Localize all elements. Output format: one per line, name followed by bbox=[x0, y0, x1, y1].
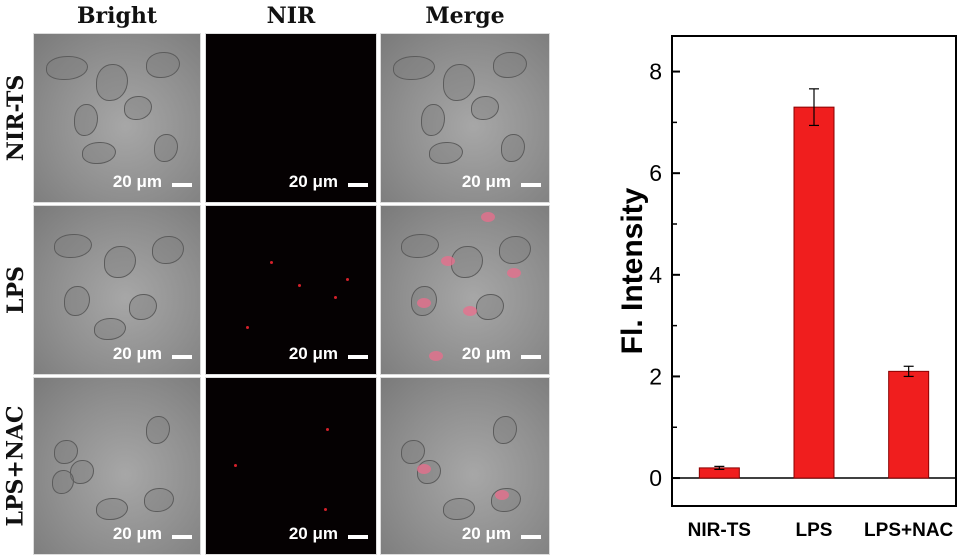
scale-bar-label: 20 μm bbox=[461, 524, 511, 543]
y-tick-label: 6 bbox=[649, 160, 662, 186]
y-tick-label: 8 bbox=[649, 59, 662, 85]
column-header-nir: NIR bbox=[266, 3, 316, 29]
micrograph-nir-nir-ts: 20 μm bbox=[205, 33, 377, 203]
scale-bar bbox=[172, 355, 192, 359]
scale-bar-label: 20 μm bbox=[461, 172, 511, 191]
column-header-bright: Bright bbox=[76, 3, 158, 29]
scale-bar bbox=[521, 535, 541, 539]
micrograph-merge-lps-nac: 20 μm bbox=[380, 377, 550, 555]
row-header-nir-ts: NIR-TS bbox=[3, 74, 29, 162]
scale-bar bbox=[172, 535, 192, 539]
micrograph-bright-nir-ts: 20 μm bbox=[33, 33, 201, 203]
scale-bar bbox=[348, 535, 368, 539]
scale-bar bbox=[348, 355, 368, 359]
scale-bar-label: 20 μm bbox=[288, 344, 338, 363]
x-tick-label: LPS+NAC bbox=[864, 520, 953, 541]
y-tick-label: 0 bbox=[649, 465, 662, 491]
micrograph-nir-lps: 20 μm bbox=[205, 205, 377, 375]
micrograph-bright-lps: 20 μm bbox=[33, 205, 201, 375]
scale-bar-label: 20 μm bbox=[112, 344, 162, 363]
y-axis-label: Fl. Intensity bbox=[616, 187, 649, 354]
column-header-merge: Merge bbox=[425, 3, 505, 29]
bar-lps-nac bbox=[888, 370, 930, 479]
scale-bar-label: 20 μm bbox=[288, 172, 338, 191]
bar-lps bbox=[793, 106, 835, 479]
plot-frame bbox=[671, 35, 957, 507]
scale-bar-label: 20 μm bbox=[112, 524, 162, 543]
micrograph-nir-lps-nac: 20 μm bbox=[205, 377, 377, 555]
x-tick-label: NIR-TS bbox=[688, 520, 751, 541]
micrograph-merge-nir-ts: 20 μm bbox=[380, 33, 550, 203]
scale-bar-label: 20 μm bbox=[461, 344, 511, 363]
micrograph-merge-lps: 20 μm bbox=[380, 205, 550, 375]
scale-bar bbox=[521, 183, 541, 187]
scale-bar-label: 20 μm bbox=[288, 524, 338, 543]
scale-bar bbox=[521, 355, 541, 359]
y-tick-label: 2 bbox=[649, 363, 662, 389]
micrograph-bright-lps-nac: 20 μm bbox=[33, 377, 201, 555]
scale-bar bbox=[172, 183, 192, 187]
x-tick-label: LPS bbox=[796, 520, 833, 541]
row-header-lps-nac: LPS+NAC bbox=[3, 405, 29, 527]
scale-bar bbox=[348, 183, 368, 187]
row-header-lps: LPS bbox=[3, 266, 29, 314]
fluorescence-bar-chart: 0 2 4 6 8 Fl. Intensity NIR-TS LPS LPS+NAC bbox=[616, 35, 957, 541]
y-tick-label: 4 bbox=[649, 262, 662, 288]
scale-bar-label: 20 μm bbox=[112, 172, 162, 191]
